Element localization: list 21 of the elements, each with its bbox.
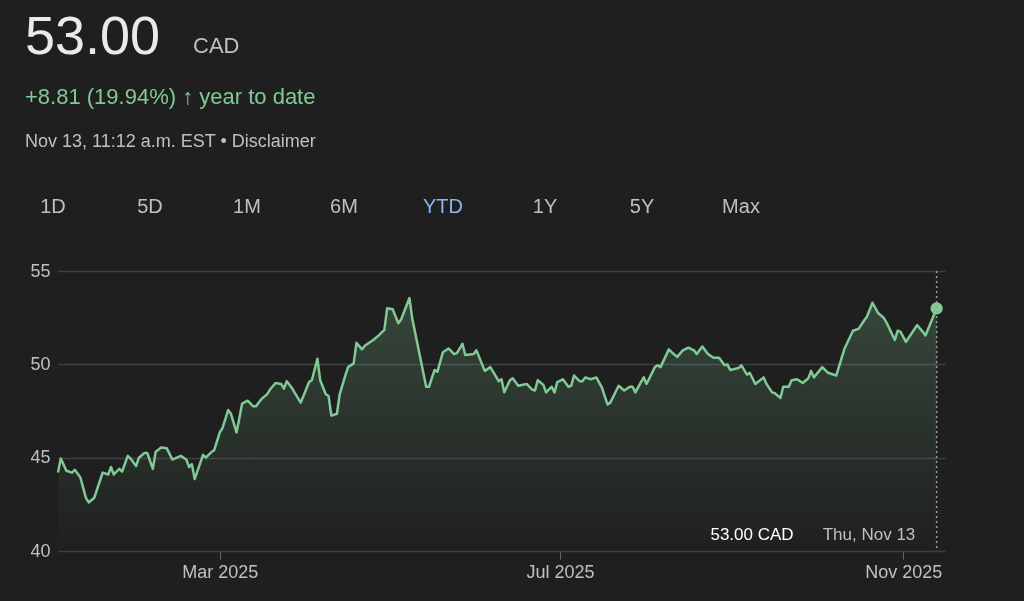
text: YTD (423, 195, 463, 217)
x-tick-label: Nov 2025 (865, 561, 943, 582)
y-tick-label: 40 (30, 540, 51, 561)
y-tick-label: 50 (30, 353, 51, 374)
text: 6M (330, 195, 358, 217)
text: 1D (40, 195, 66, 217)
text: 1Y (532, 195, 558, 217)
text: 5D (137, 195, 163, 217)
chart-title: 53.00 (25, 5, 161, 65)
text: Max (722, 195, 760, 217)
text: 1M (233, 195, 261, 217)
chart-subtitle: +8.81 (19.94%) ↑ year to date (25, 84, 316, 109)
annotation: 53.00 CAD (710, 525, 794, 544)
y-tick-label: 45 (30, 447, 51, 468)
text: 5Y (629, 195, 655, 217)
text: CAD (193, 33, 240, 58)
x-tick-label: Jul 2025 (526, 561, 595, 582)
text: Nov 13, 11:12 a.m. EST • Disclaimer (25, 131, 316, 151)
y-tick-label: 55 (30, 260, 51, 281)
annotation: Thu, Nov 13 (822, 525, 916, 544)
x-tick-label: Mar 2025 (182, 561, 259, 582)
